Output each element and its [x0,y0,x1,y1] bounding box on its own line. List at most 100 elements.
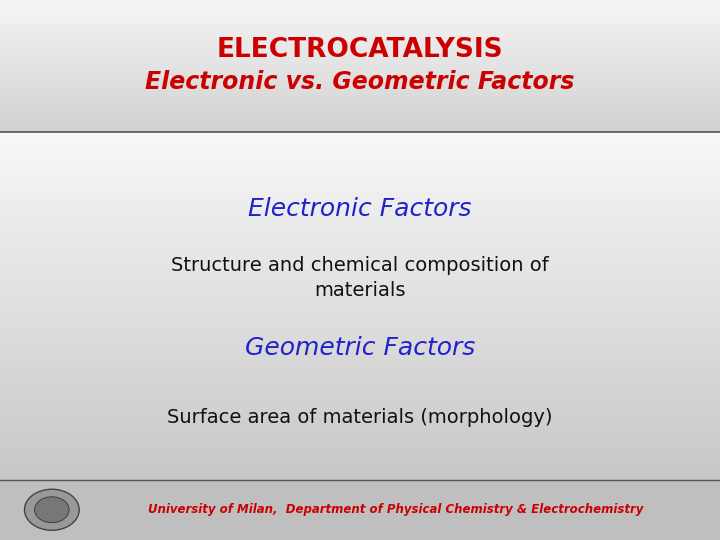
Bar [0,130,720,131]
Text: Geometric Factors: Geometric Factors [245,335,475,360]
Bar [0,212,720,214]
Bar [0,240,720,242]
Bar [0,112,720,113]
Bar [0,431,720,433]
Bar [0,11,720,12]
Bar [0,318,720,320]
Bar [0,167,720,169]
Bar [0,480,720,540]
Bar [0,55,720,56]
Bar [0,405,720,407]
Bar [0,417,720,418]
Bar [0,71,720,72]
Bar [0,155,720,157]
Bar [0,438,720,440]
Bar [0,443,720,445]
Bar [0,49,720,50]
Bar [0,294,720,295]
Bar [0,403,720,405]
Bar [0,178,720,179]
Text: University of Milan,  Department of Physical Chemistry & Electrochemistry: University of Milan, Department of Physi… [148,503,644,516]
Bar [0,259,720,261]
Bar [0,99,720,100]
Bar [0,422,720,424]
Bar [0,4,720,5]
Bar [0,245,720,247]
Bar [0,51,720,52]
Bar [0,448,720,450]
Bar [0,41,720,42]
Bar [0,35,720,36]
Bar [0,275,720,276]
Bar [0,22,720,23]
Bar [0,106,720,107]
Bar [0,346,720,348]
Bar [0,43,720,44]
Bar [0,381,720,382]
Bar [0,228,720,230]
Bar [0,285,720,287]
Bar [0,25,720,26]
Bar [0,219,720,221]
Bar [0,441,720,443]
Bar [0,64,720,65]
Bar [0,87,720,88]
Bar [0,60,720,61]
Bar [0,306,720,308]
Bar [0,7,720,8]
Bar [0,436,720,438]
Bar [0,171,720,172]
Bar [0,12,720,13]
Bar [0,83,720,84]
Bar [0,465,720,467]
Bar [0,86,720,87]
Bar [0,117,720,118]
Bar [0,389,720,391]
Bar [0,328,720,330]
Bar [0,29,720,30]
Bar [0,143,720,145]
Bar [0,299,720,301]
Bar [0,257,720,259]
Bar [0,90,720,91]
Bar [0,311,720,313]
Bar [0,30,720,31]
Bar [0,418,720,421]
Bar [0,358,720,360]
Bar [0,297,720,299]
Bar [0,337,720,339]
Bar [0,131,720,132]
Bar [0,361,720,363]
Bar [0,342,720,344]
Bar [0,348,720,349]
Bar [0,119,720,120]
Bar [0,13,720,14]
Bar [0,264,720,266]
Bar [0,458,720,461]
Bar [0,125,720,126]
Bar [0,68,720,69]
Bar [0,141,720,143]
Bar [0,48,720,49]
Bar [0,237,720,238]
Bar [0,323,720,325]
Bar [0,457,720,458]
Bar [0,292,720,294]
Bar [0,295,720,297]
Bar [0,355,720,356]
Bar [0,33,720,35]
Bar [0,351,720,353]
Bar [0,325,720,327]
Bar [0,464,720,465]
Bar [0,313,720,315]
Bar [0,269,720,271]
Bar [0,455,720,457]
Bar [0,102,720,103]
Bar [0,179,720,181]
Bar [0,115,720,116]
Bar [0,268,720,269]
Bar [0,190,720,191]
Bar [0,386,720,388]
Bar [0,109,720,110]
Bar [0,111,720,112]
